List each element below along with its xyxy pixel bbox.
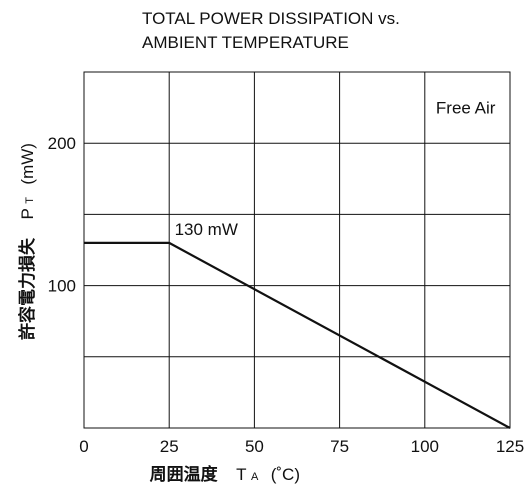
- x-tick-label: 50: [245, 437, 264, 456]
- free-air-label: Free Air: [436, 99, 496, 118]
- x-axis-label-jp: 周囲温度: [150, 464, 219, 485]
- x-tick-label: 100: [411, 437, 439, 456]
- chart-title-line-2: AMBIENT TEMPERATURE: [142, 33, 349, 52]
- grid-lines: [83, 72, 511, 428]
- x-axis-label: 周囲温度 T A (˚C): [150, 464, 300, 485]
- y-axis-unit: (mW): [18, 143, 37, 185]
- y-tick-label: 200: [48, 134, 76, 153]
- x-axis-symbol-sub: A: [251, 471, 259, 483]
- y-axis-label-jp: 許容電力損失: [17, 237, 38, 340]
- power-derating-line: [84, 241, 511, 429]
- annotations: 130 mW Free Air: [175, 99, 496, 239]
- max-power-label: 130 mW: [175, 220, 238, 239]
- chart-title-line-1: TOTAL POWER DISSIPATION vs.: [142, 9, 400, 28]
- x-tick-label: 0: [79, 437, 88, 456]
- plot-frame: [83, 71, 511, 429]
- y-tick-label: 100: [48, 277, 76, 296]
- svg-text:許容電力損失 P T (: 許容電力損失 P T (mW): [17, 143, 38, 340]
- y-axis-label: 許容電力損失 P T (mW): [17, 143, 38, 340]
- x-tick-label: 75: [330, 437, 349, 456]
- x-axis-unit: (˚C): [271, 465, 300, 484]
- tick-labels: 0 25 50 75 100 125 100 200: [48, 134, 525, 456]
- x-tick-label: 125: [496, 437, 524, 456]
- y-axis-symbol-sub: T: [24, 197, 36, 204]
- y-axis-symbol: P: [18, 208, 37, 219]
- x-axis-symbol: T: [236, 465, 246, 484]
- x-tick-label: 25: [160, 437, 179, 456]
